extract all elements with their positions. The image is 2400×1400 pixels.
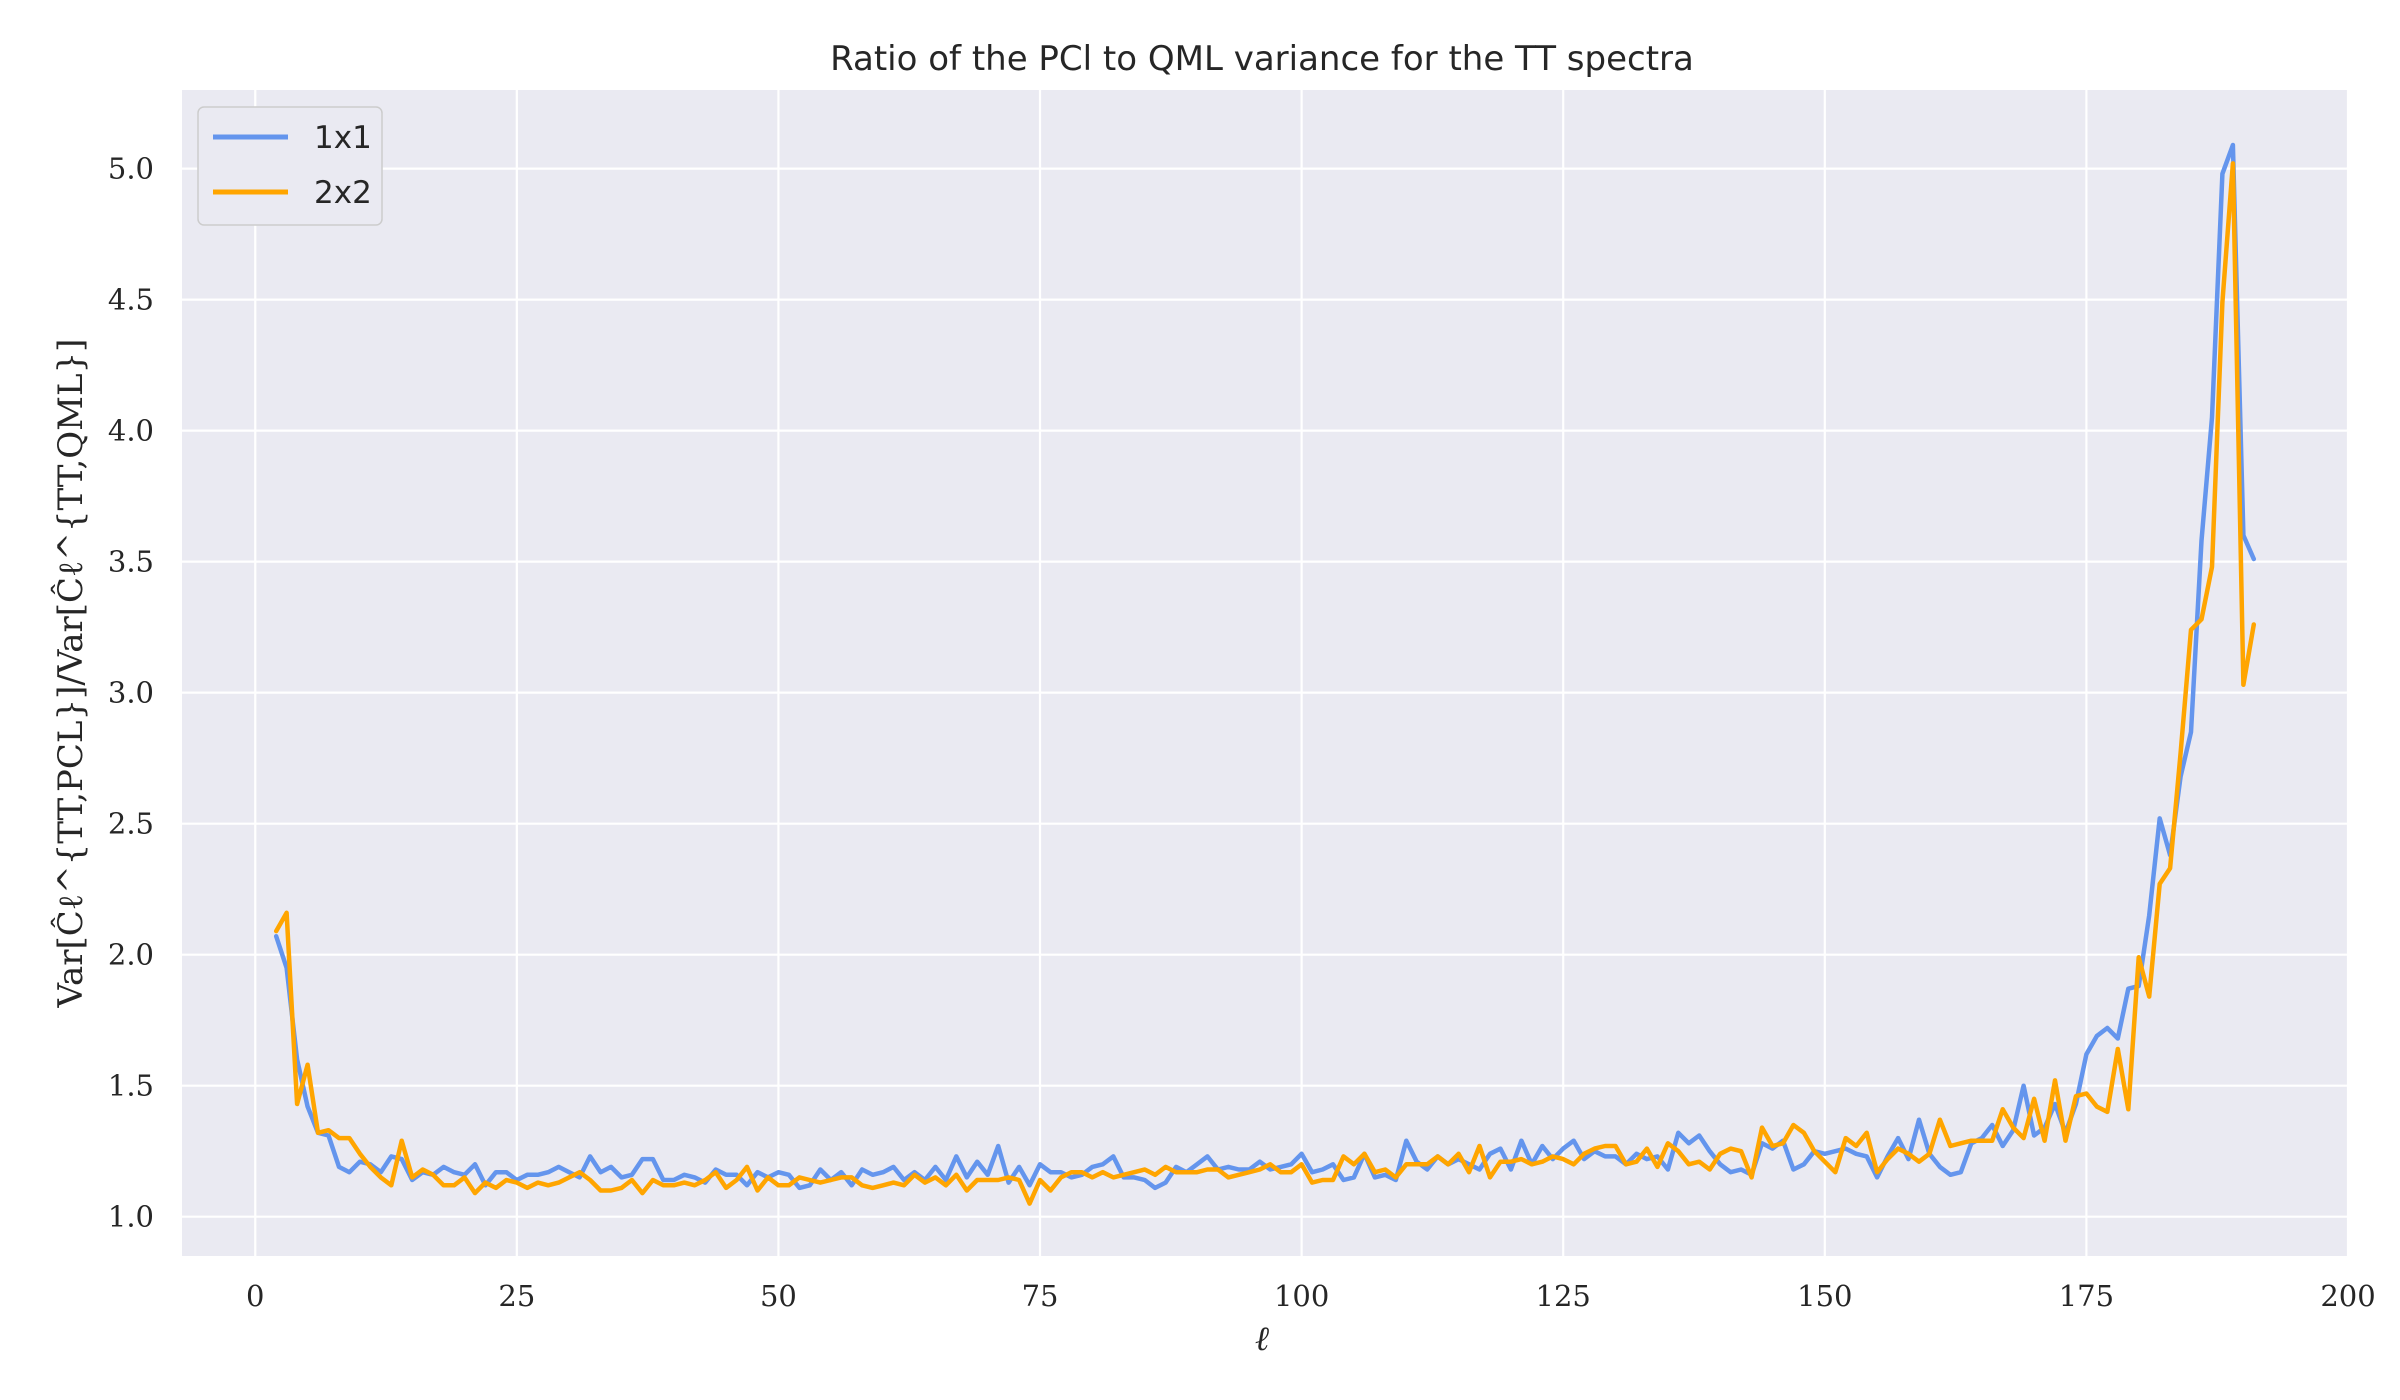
x-tick-label: 75 [1022,1279,1059,1313]
x-tick-label: 100 [1274,1279,1329,1313]
grid [182,90,2350,1256]
x-tick-label: 175 [2059,1279,2114,1313]
y-tick-label: 2.0 [108,938,154,972]
chart-title: Ratio of the PCl to QML variance for the… [830,39,1694,79]
y-tick-label: 3.5 [108,545,154,579]
legend-label-1x1: 1x1 [314,120,372,156]
legend: 1x1 2x2 [197,106,383,226]
y-tick-label: 1.5 [108,1069,154,1103]
x-tick-label: 150 [1797,1279,1852,1313]
x-tick-label: 50 [760,1279,797,1313]
series-line-2x2 [273,161,2257,1206]
y-tick-label: 1.0 [108,1200,154,1234]
y-tick-label: 3.0 [108,676,154,710]
y-tick-label: 4.5 [108,283,154,317]
plot-area [182,90,2348,1256]
x-tick-label: 200 [2320,1279,2375,1313]
y-tick-label: 5.0 [108,152,154,186]
x-axis-label: ℓ [1255,1319,1269,1359]
x-tick-label: 125 [1536,1279,1591,1313]
y-axis-label: Var[Ĉℓ^{TT,PCL}]/Var[Ĉℓ^{TT,QML}] [50,339,91,1009]
y-tick-label: 4.0 [108,414,154,448]
y-tick-label: 2.5 [108,807,154,841]
x-tick-label: 25 [498,1279,535,1313]
legend-label-2x2: 2x2 [314,175,372,211]
x-axis-ticks: 0 25 50 75 100 125 150 175 200 [246,1279,2376,1313]
y-axis-ticks: 1.0 1.5 2.0 2.5 3.0 3.5 4.0 4.5 5.0 [108,152,154,1234]
x-tick-label: 0 [246,1279,264,1313]
series-layer [273,142,2257,1206]
